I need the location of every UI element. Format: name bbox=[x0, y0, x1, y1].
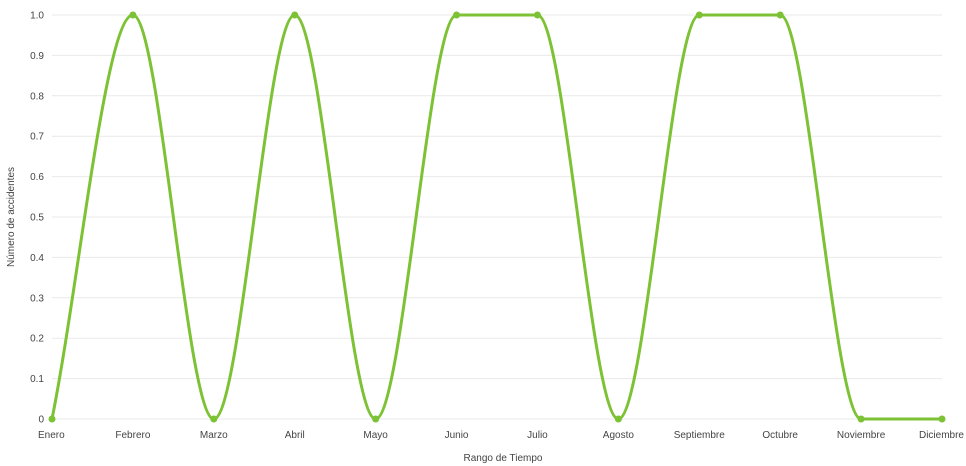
series-line bbox=[50, 13, 944, 421]
data-point bbox=[453, 11, 461, 19]
y-tick-label: 0 bbox=[38, 415, 44, 426]
x-tick-label: Mayo bbox=[363, 430, 388, 441]
y-tick-label: 0.2 bbox=[30, 334, 44, 345]
y-tick-label: 0.3 bbox=[30, 293, 44, 304]
x-tick-label: Febrero bbox=[115, 430, 150, 441]
y-tick-label: 0.5 bbox=[30, 213, 44, 224]
data-point bbox=[938, 415, 946, 423]
y-axis-ticks: 0 0.1 0.2 0.3 0.4 0.5 0.6 0.7 0.8 0.9 1.0 bbox=[30, 11, 44, 426]
grid-lines bbox=[52, 14, 942, 420]
x-axis-ticks: Enero Febrero Marzo Abril Mayo Junio Julio Agos… bbox=[38, 430, 964, 441]
x-axis-title: Rango de Tiempo bbox=[464, 453, 543, 464]
x-tick-label: Agosto bbox=[603, 430, 635, 441]
y-tick-label: 1.0 bbox=[30, 11, 44, 22]
data-point bbox=[129, 11, 137, 19]
y-tick-label: 0.6 bbox=[30, 172, 44, 183]
data-point bbox=[614, 415, 622, 423]
data-point bbox=[372, 415, 380, 423]
y-tick-label: 0.1 bbox=[30, 374, 44, 385]
x-tick-label: Enero bbox=[38, 430, 65, 441]
y-tick-label: 0.4 bbox=[30, 253, 44, 264]
data-point bbox=[48, 415, 56, 423]
y-tick-label: 0.8 bbox=[30, 91, 44, 102]
data-point bbox=[776, 11, 784, 19]
y-axis-title: Número de accidentes bbox=[6, 167, 17, 267]
x-tick-label: Noviembre bbox=[837, 430, 886, 441]
x-tick-label: Diciembre bbox=[919, 430, 964, 441]
data-point bbox=[857, 415, 865, 423]
y-tick-label: 0.7 bbox=[30, 132, 44, 143]
y-tick-label: 0.9 bbox=[30, 51, 44, 62]
data-point bbox=[291, 11, 299, 19]
data-point bbox=[533, 11, 541, 19]
x-tick-label: Octubre bbox=[762, 430, 798, 441]
data-point bbox=[210, 415, 218, 423]
x-tick-label: Julio bbox=[527, 430, 548, 441]
data-point bbox=[695, 11, 703, 19]
x-tick-label: Marzo bbox=[200, 430, 228, 441]
x-tick-label: Junio bbox=[445, 430, 469, 441]
x-tick-label: Abril bbox=[285, 430, 305, 441]
data-points bbox=[48, 11, 946, 423]
x-tick-label: Septiembre bbox=[674, 430, 726, 441]
